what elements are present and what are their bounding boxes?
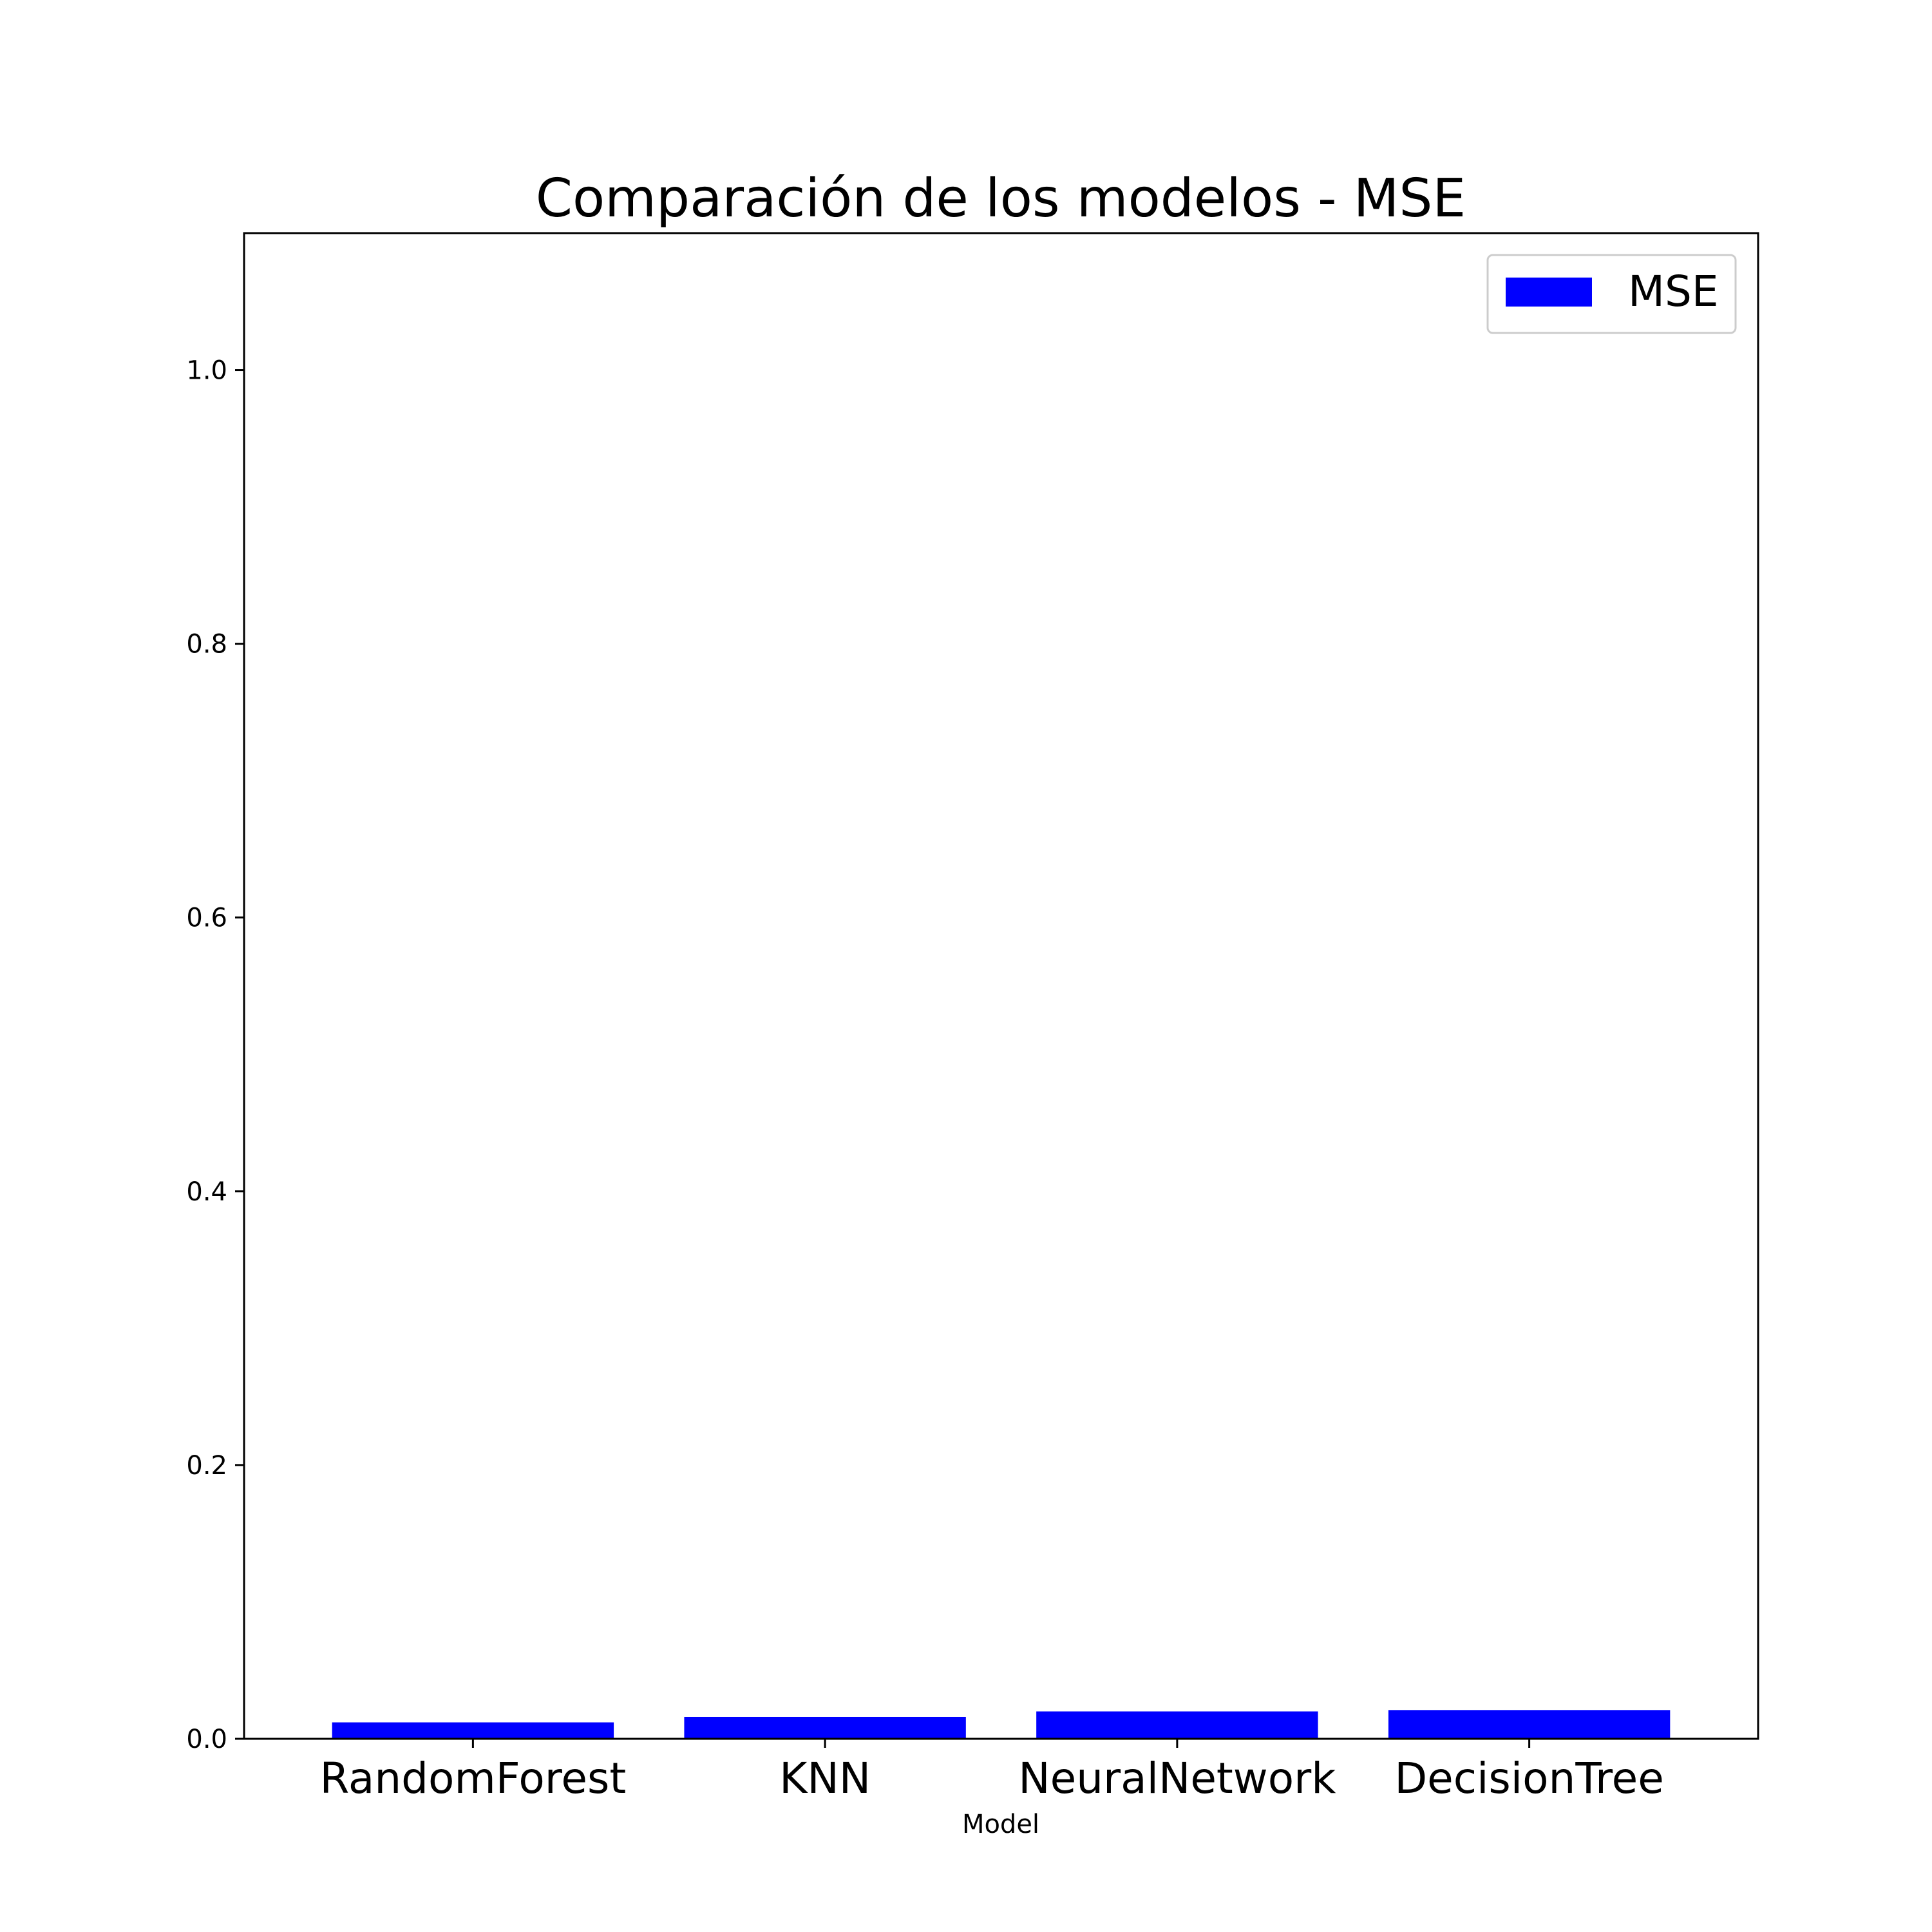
y-tick-label: 0.4 [186,1177,227,1207]
y-tick-label: 0.2 [186,1451,227,1481]
x-tick-label-decisiontree: DecisionTree [1394,1754,1664,1803]
plot-area-frame [243,232,1759,1740]
y-tick-label: 1.0 [186,356,227,386]
legend-frame [1486,254,1737,334]
x-axis-label: Model [962,1810,1039,1839]
legend: MSE [1486,254,1737,334]
x-tick-label-randomforest: RandomForest [319,1754,626,1803]
bar-decisiontree [1388,1710,1671,1739]
y-tick-label: 0.0 [186,1725,227,1754]
y-axis-ticks: 0.0 0.2 0.4 0.6 0.8 1.0 [186,356,244,1754]
bars-layer [332,1710,1671,1739]
y-tick-label: 0.8 [186,630,227,659]
chart-title: Comparación de los modelos - MSE [536,168,1466,229]
legend-label-mse: MSE [1628,267,1719,316]
x-tick-label-neuralnetwork: NeuralNetwork [1018,1754,1336,1803]
x-axis-ticks: RandomForest KNN NeuralNetwork DecisionTree [319,1739,1664,1803]
x-tick-label-knn: KNN [779,1754,871,1803]
bar-neuralnetwork [1036,1711,1318,1739]
legend-swatch-mse [1506,278,1592,307]
bar-randomforest [332,1722,614,1739]
bar-knn [684,1716,966,1739]
y-tick-label: 0.6 [186,904,227,933]
